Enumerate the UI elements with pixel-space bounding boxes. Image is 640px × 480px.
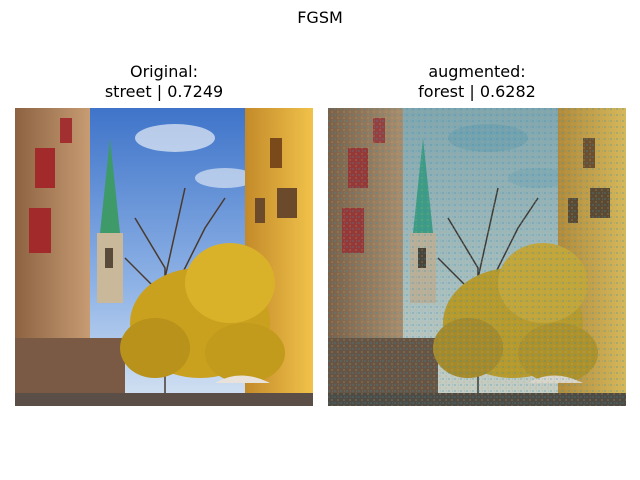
panel-title-line1: Original: [130, 62, 198, 81]
panel-original: Original: street | 0.7249 [15, 62, 313, 406]
figure-title: FGSM [297, 8, 343, 27]
panel-title-line2: street | 0.7249 [104, 82, 224, 101]
street-scene-original [15, 108, 313, 406]
panel-title: Original: street | 0.7249 [15, 62, 313, 102]
original-image [15, 108, 313, 406]
street-scene-augmented [328, 108, 626, 406]
panel-title-line1: augmented: [428, 62, 526, 81]
panel-title: augmented: forest | 0.6282 [328, 62, 626, 102]
panel-title-line2: forest | 0.6282 [418, 82, 536, 101]
augmented-image [328, 108, 626, 406]
panel-augmented: augmented: forest | 0.6282 [328, 62, 626, 406]
